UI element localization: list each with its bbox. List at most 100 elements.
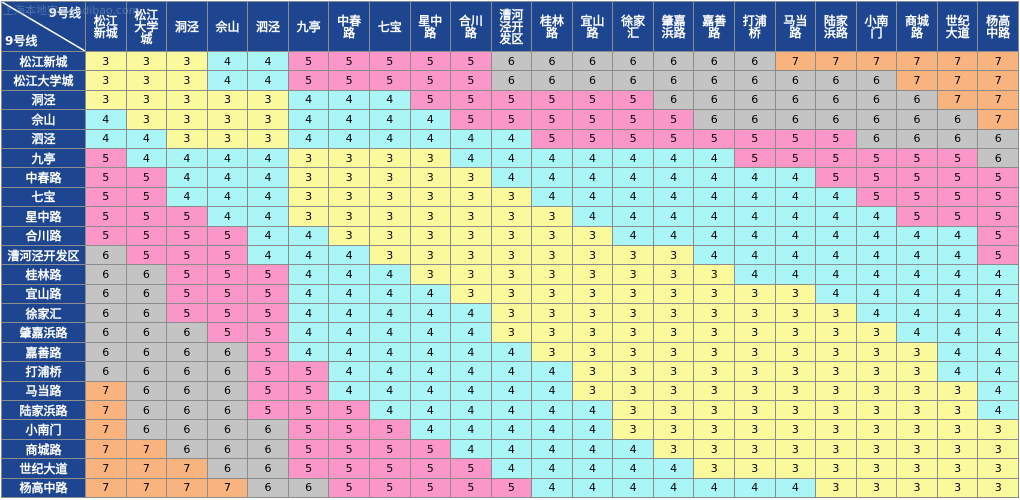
fare-cell: 3: [125, 89, 168, 111]
row-header: 漕河泾开发区: [1, 244, 86, 266]
fare-cell: 4: [287, 89, 330, 111]
fare-cell: 3: [328, 225, 370, 246]
fare-cell: 4: [368, 322, 411, 343]
fare-cell: 5: [450, 477, 492, 499]
fare-cell: 5: [328, 477, 370, 499]
fare-cell: 5: [977, 225, 1019, 246]
column-header-line: 陆家: [823, 13, 848, 28]
fare-cell: 4: [612, 477, 654, 499]
fare-cell: 5: [896, 167, 938, 188]
fare-cell: 3: [571, 380, 614, 402]
fare-cell: 4: [247, 70, 289, 91]
fare-cell: 6: [166, 400, 208, 421]
fare-cell: 4: [206, 206, 249, 227]
fare-cell: 3: [328, 147, 370, 169]
fare-cell: 3: [734, 322, 776, 343]
fare-cell: 5: [977, 206, 1019, 227]
fare-cell: 4: [328, 244, 370, 266]
fare-cell: 5: [815, 147, 857, 169]
fare-cell: 3: [734, 400, 776, 421]
fare-cell: 5: [855, 186, 898, 208]
row-header: 九亭: [1, 147, 86, 169]
fare-cell: 5: [531, 128, 573, 149]
fare-cell: 4: [936, 361, 979, 382]
fare-cell: 6: [247, 458, 289, 479]
fare-cell: 6: [125, 283, 168, 305]
fare-cell: 4: [247, 225, 289, 246]
fare-cell: 6: [125, 322, 168, 343]
fare-cell: 3: [734, 341, 776, 363]
fare-cell: 3: [166, 89, 208, 111]
fare-cell: 6: [774, 89, 817, 111]
fare-cell: 7: [896, 50, 938, 72]
fare-cell: 4: [206, 167, 249, 188]
fare-cell: 6: [815, 109, 857, 130]
fare-cell: 5: [896, 186, 938, 208]
fare-cell: 3: [490, 206, 533, 227]
fare-cell: 3: [693, 400, 735, 421]
fare-table-body: 松江新城 3 3 3 4 4 5 5 5 5 5 6 6 6 6 6 6 6 7 7 7 7 7 7 松江大学城 3 3 3 4 4 5 5 5…: [1, 50, 1019, 499]
fare-cell: 6: [693, 70, 735, 91]
fare-cell: 5: [328, 400, 370, 421]
fare-cell: 4: [206, 70, 249, 91]
fare-cell: 3: [166, 50, 208, 72]
fare-cell: 6: [85, 361, 127, 382]
fare-cell: 3: [734, 283, 776, 305]
fare-cell: 4: [287, 225, 330, 246]
row-header: 马当路: [1, 380, 86, 402]
fare-cell: 4: [328, 264, 370, 285]
column-header-line: 星中: [418, 13, 443, 28]
fare-cell: 4: [531, 400, 573, 421]
table-row: 桂林路 6 6 5 5 5 4 4 4 3 3 3 3 3 3 3 3 4 4 4 4 4 4 4: [1, 264, 1019, 285]
fare-cell: 4: [206, 147, 249, 169]
fare-cell: 7: [815, 50, 857, 72]
fare-cell: 5: [287, 419, 330, 440]
fare-cell: 4: [936, 341, 979, 363]
row-header: 徐家汇: [1, 303, 86, 324]
fare-cell: 3: [855, 341, 898, 363]
fare-cell: 4: [774, 225, 817, 246]
column-header: 杨高 中路: [977, 1, 1019, 52]
fare-cell: 5: [490, 109, 533, 130]
row-header: 嘉善路: [1, 341, 86, 363]
fare-cell: 4: [490, 128, 533, 149]
fare-cell: 5: [936, 167, 979, 188]
fare-cell: 3: [531, 264, 573, 285]
row-header: 桂林路: [1, 264, 86, 285]
fare-cell: 4: [571, 400, 614, 421]
column-header-line: 桥: [748, 25, 761, 40]
fare-cell: 4: [166, 147, 208, 169]
fare-cell: 4: [977, 341, 1019, 363]
fare-cell: 4: [936, 244, 979, 266]
fare-cell: 4: [490, 380, 533, 402]
fare-cell: 4: [409, 341, 452, 363]
fare-cell: 3: [774, 458, 817, 479]
fare-cell: 6: [247, 419, 289, 440]
fare-cell: 3: [450, 264, 492, 285]
fare-cell: 4: [936, 225, 979, 246]
fare-cell: 3: [450, 167, 492, 188]
fare-cell: 3: [612, 264, 654, 285]
fare-cell: 3: [287, 206, 330, 227]
fare-cell: 5: [977, 186, 1019, 208]
fare-cell: 6: [977, 128, 1019, 149]
column-header: 世纪 大道: [936, 1, 979, 52]
fare-cell: 5: [125, 206, 168, 227]
fare-cell: 6: [896, 89, 938, 111]
fare-cell: 3: [409, 225, 452, 246]
fare-cell: 5: [287, 50, 330, 72]
fare-cell: 6: [612, 50, 654, 72]
fare-cell: 5: [815, 167, 857, 188]
row-header: 肇嘉浜路: [1, 322, 86, 343]
fare-cell: 3: [774, 438, 817, 460]
fare-cell: 6: [166, 361, 208, 382]
fare-cell: 4: [977, 303, 1019, 324]
fare-cell: 4: [571, 167, 614, 188]
fare-cell: 5: [774, 128, 817, 149]
fare-cell: 6: [490, 50, 533, 72]
fare-cell: 4: [368, 361, 411, 382]
row-header: 洞泾: [1, 89, 86, 111]
fare-cell: 5: [247, 264, 289, 285]
fare-cell: 4: [247, 167, 289, 188]
fare-cell: 4: [328, 341, 370, 363]
